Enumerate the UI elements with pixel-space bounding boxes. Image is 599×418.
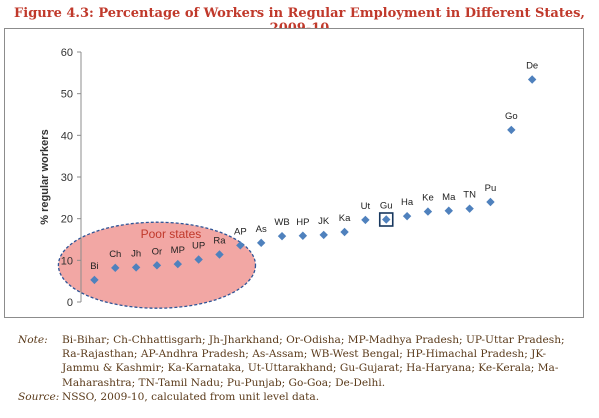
y-tick-label: 60 bbox=[61, 47, 73, 59]
note-row: Note: Bi-Bihar; Ch-Chhattisgarh; Jh-Jhar… bbox=[18, 333, 593, 390]
data-point bbox=[90, 275, 99, 285]
data-point bbox=[486, 197, 495, 207]
data-point bbox=[111, 263, 120, 273]
y-axis-title: % regular workers bbox=[39, 129, 51, 224]
data-label: Ut bbox=[361, 201, 371, 212]
data-label: TN bbox=[463, 190, 476, 201]
data-label: As bbox=[256, 224, 267, 235]
data-label: Jh bbox=[131, 248, 141, 259]
y-tick-label: 10 bbox=[61, 255, 73, 267]
data-label: MP bbox=[171, 245, 185, 256]
source-row: Source: NSSO, 2009-10, calculated from u… bbox=[18, 390, 593, 404]
data-label: Bi bbox=[90, 261, 98, 272]
data-point bbox=[382, 215, 391, 224]
poor-states-label: Poor states bbox=[141, 227, 202, 241]
data-point bbox=[402, 211, 412, 221]
data-label: AP bbox=[234, 226, 247, 237]
data-point bbox=[131, 263, 141, 272]
data-label: WB bbox=[274, 217, 289, 228]
note-line-2: Ra-Rajasthan; AP-Andhra Pradesh; As-Assa… bbox=[62, 348, 547, 361]
data-point bbox=[361, 215, 370, 225]
data-label: Ra bbox=[213, 236, 226, 247]
note-key: Note: bbox=[18, 334, 48, 346]
data-point bbox=[298, 231, 308, 240]
data-point bbox=[527, 75, 537, 84]
figure-notes: Note: Bi-Bihar; Ch-Chhattisgarh; Jh-Jhar… bbox=[18, 333, 593, 404]
data-label: JK bbox=[318, 216, 330, 227]
data-point bbox=[215, 250, 224, 259]
data-point bbox=[423, 207, 433, 216]
data-label: Or bbox=[152, 246, 163, 257]
data-point bbox=[444, 206, 453, 215]
y-tick-label: 30 bbox=[61, 172, 73, 184]
data-point bbox=[173, 259, 182, 269]
data-label: Gu bbox=[380, 201, 393, 212]
data-point bbox=[236, 241, 245, 250]
note-line-3: Jammu & Kashmir; Ka-Karnataka, Ut-Uttara… bbox=[62, 362, 559, 375]
chart-area: Poor states 0 10 20 30 40 50 60 % regular worker… bbox=[4, 28, 584, 318]
data-point bbox=[319, 230, 328, 240]
data-point bbox=[507, 125, 516, 135]
scatter-chart: Poor states 0 10 20 30 40 50 60 % regular worker… bbox=[39, 47, 538, 309]
data-point bbox=[277, 231, 287, 241]
data-label: Ke bbox=[422, 193, 434, 204]
source-key: Source: bbox=[18, 390, 60, 403]
data-point bbox=[256, 238, 266, 248]
data-point bbox=[152, 261, 162, 270]
data-label: Pu bbox=[485, 183, 497, 194]
data-label: UP bbox=[192, 241, 205, 252]
note-line-4: Maharashtra; TN-Tamil Nadu; Pu-Punjab; G… bbox=[62, 376, 386, 389]
note-text: Bi-Bihar; Ch-Chhattisgarh; Jh-Jharkhand;… bbox=[62, 333, 593, 390]
y-tick-label: 50 bbox=[61, 89, 73, 101]
data-label: De bbox=[526, 61, 538, 72]
data-label: HP bbox=[296, 217, 309, 228]
data-label: Go bbox=[505, 111, 518, 122]
source-text: NSSO, 2009-10, calculated from unit leve… bbox=[62, 390, 320, 403]
highlight-box bbox=[378, 212, 394, 227]
note-line-1: Bi-Bihar; Ch-Chhattisgarh; Jh-Jharkhand;… bbox=[62, 334, 565, 346]
y-tick-label: 20 bbox=[61, 214, 73, 226]
y-tick-label: 0 bbox=[67, 297, 73, 309]
data-label: Ka bbox=[339, 213, 351, 224]
data-label: Ma bbox=[442, 192, 456, 203]
data-point bbox=[340, 227, 349, 237]
data-label: Ch bbox=[109, 249, 121, 260]
data-point bbox=[465, 204, 474, 213]
data-label: Ha bbox=[401, 197, 414, 208]
y-tick-label: 40 bbox=[61, 130, 73, 142]
